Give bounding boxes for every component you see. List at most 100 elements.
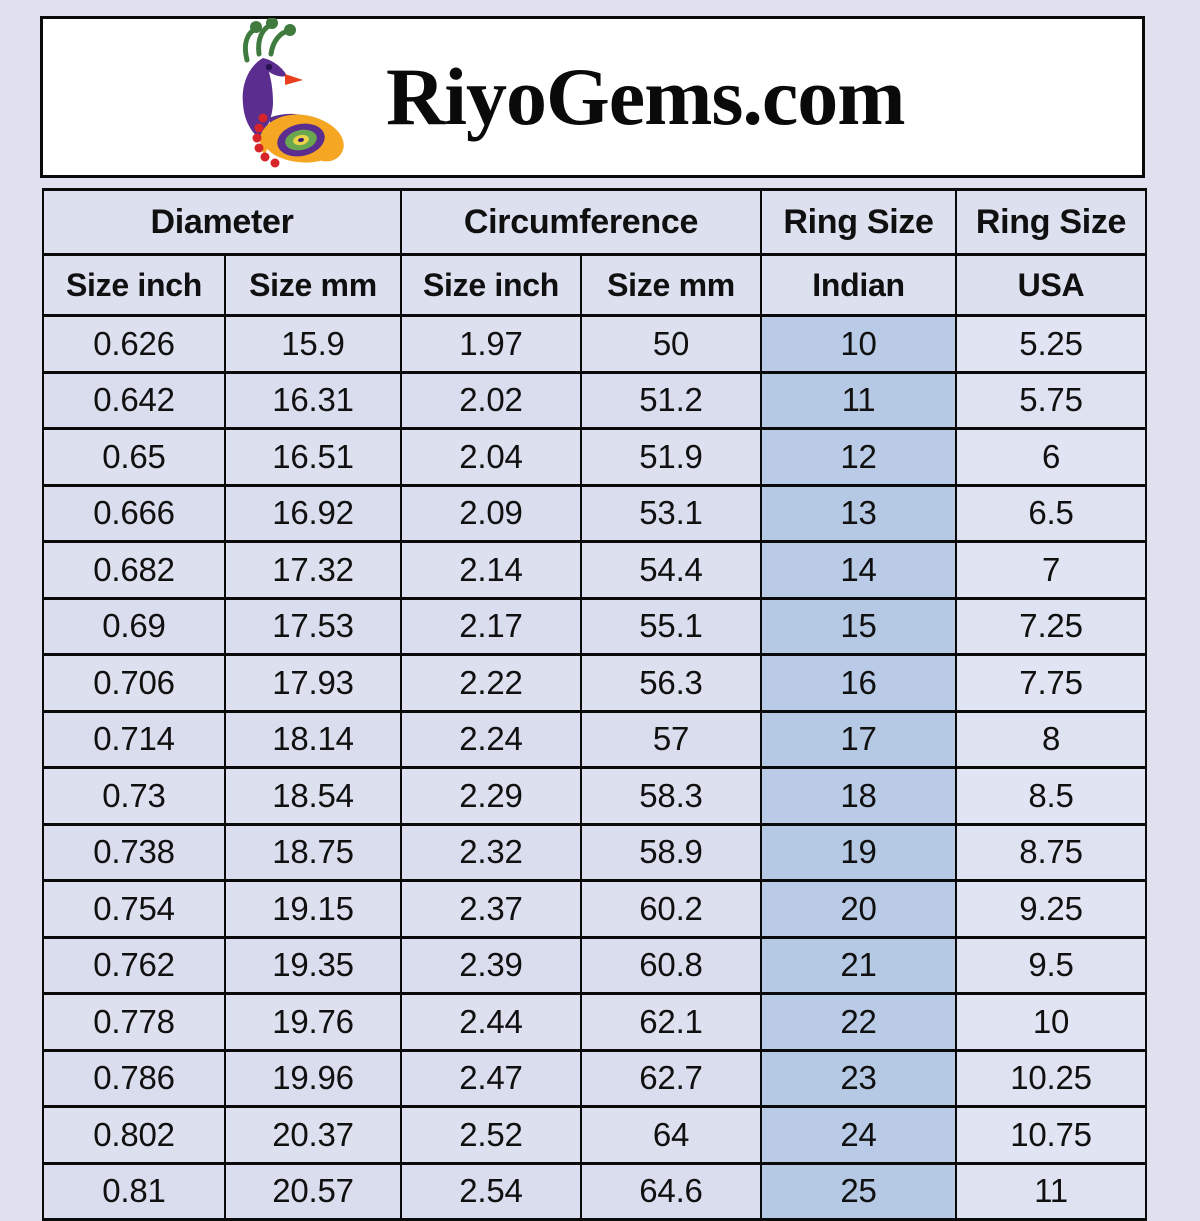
cell-size-mm-1: 19.15 <box>224 879 402 939</box>
cell-size-inch-2: 2.04 <box>400 427 582 487</box>
ring-size-table-wrapper: Diameter Circumference Ring Size Ring Size … <box>42 188 1148 1221</box>
cell-size-mm-1: 20.37 <box>224 1105 402 1165</box>
column-header-size-mm-3: Size mm <box>579 253 763 317</box>
cell-size-mm-3: 62.7 <box>579 1048 763 1108</box>
cell-size-inch-0: 0.666 <box>42 483 226 543</box>
cell-size-inch-0: 0.714 <box>42 709 226 769</box>
cell-indian-4: 14 <box>760 540 958 600</box>
cell-size-mm-3: 57 <box>579 709 763 769</box>
cell-size-inch-2: 2.17 <box>400 596 582 656</box>
cell-usa-5: 8.75 <box>955 822 1148 882</box>
cell-usa-5: 9.25 <box>955 879 1148 939</box>
cell-size-mm-1: 19.96 <box>224 1048 402 1108</box>
cell-size-inch-0: 0.73 <box>42 766 226 826</box>
column-header-size-inch-0: Size inch <box>42 253 226 317</box>
cell-usa-5: 7.25 <box>955 596 1148 656</box>
cell-size-inch-0: 0.682 <box>42 540 226 600</box>
group-header-ring-size-3: Ring Size <box>955 188 1148 256</box>
column-header-size-inch-2: Size inch <box>400 253 582 317</box>
table-row: 0.738 18.75 2.32 58.9 19 8.75 <box>42 822 1148 882</box>
cell-size-mm-3: 62.1 <box>579 992 763 1052</box>
brand-banner: RiyoGems.com <box>40 16 1145 178</box>
cell-size-mm-1: 18.54 <box>224 766 402 826</box>
cell-size-inch-0: 0.81 <box>42 1161 226 1221</box>
cell-usa-5: 7 <box>955 540 1148 600</box>
table-row: 0.73 18.54 2.29 58.3 18 8.5 <box>42 766 1148 826</box>
group-header-diameter-0: Diameter <box>42 188 402 256</box>
cell-size-mm-1: 17.53 <box>224 596 402 656</box>
group-header-circumference-1: Circumference <box>399 188 763 256</box>
column-header-indian-4: Indian <box>760 253 958 317</box>
cell-indian-4: 13 <box>760 483 958 543</box>
cell-size-mm-3: 56.3 <box>579 653 763 713</box>
cell-size-mm-1: 19.35 <box>224 935 402 995</box>
table-row: 0.642 16.31 2.02 51.2 11 5.75 <box>42 370 1148 430</box>
cell-size-mm-3: 51.2 <box>579 370 763 430</box>
cell-size-mm-3: 53.1 <box>579 483 763 543</box>
table-row: 0.65 16.51 2.04 51.9 12 6 <box>42 427 1148 487</box>
cell-size-mm-3: 50 <box>579 314 763 374</box>
column-header-usa-5: USA <box>955 253 1148 317</box>
cell-size-mm-3: 60.8 <box>579 935 763 995</box>
table-body: 0.626 15.9 1.97 50 10 5.25 0.642 16.31 2.02 51.2 1… <box>42 314 1148 1221</box>
column-header-row: Size inch Size mm Size inch Size mm Indian US… <box>42 253 1148 317</box>
cell-size-inch-0: 0.762 <box>42 935 226 995</box>
cell-size-mm-1: 16.31 <box>224 370 402 430</box>
table-row: 0.666 16.92 2.09 53.1 13 6.5 <box>42 483 1148 543</box>
table-row: 0.754 19.15 2.37 60.2 20 9.25 <box>42 879 1148 939</box>
cell-size-mm-1: 15.9 <box>224 314 402 374</box>
table-row: 0.682 17.32 2.14 54.4 14 7 <box>42 540 1148 600</box>
cell-size-mm-3: 64 <box>579 1105 763 1165</box>
cell-size-mm-1: 17.32 <box>224 540 402 600</box>
cell-size-mm-3: 55.1 <box>579 596 763 656</box>
cell-size-inch-2: 2.24 <box>400 709 582 769</box>
cell-size-mm-3: 58.3 <box>579 766 763 826</box>
cell-indian-4: 15 <box>760 596 958 656</box>
cell-indian-4: 12 <box>760 427 958 487</box>
table-row: 0.762 19.35 2.39 60.8 21 9.5 <box>42 935 1148 995</box>
cell-usa-5: 9.5 <box>955 935 1148 995</box>
table-row: 0.778 19.76 2.44 62.1 22 10 <box>42 992 1148 1052</box>
cell-size-mm-1: 18.75 <box>224 822 402 882</box>
cell-usa-5: 5.75 <box>955 370 1148 430</box>
cell-size-inch-2: 2.22 <box>400 653 582 713</box>
cell-indian-4: 11 <box>760 370 958 430</box>
cell-usa-5: 6 <box>955 427 1148 487</box>
cell-indian-4: 25 <box>760 1161 958 1221</box>
cell-size-mm-3: 60.2 <box>579 879 763 939</box>
cell-usa-5: 10.25 <box>955 1048 1148 1108</box>
cell-size-inch-0: 0.65 <box>42 427 226 487</box>
ring-size-table: Diameter Circumference Ring Size Ring Size … <box>42 188 1148 1221</box>
cell-size-inch-0: 0.778 <box>42 992 226 1052</box>
cell-usa-5: 7.75 <box>955 653 1148 713</box>
cell-size-inch-2: 2.37 <box>400 879 582 939</box>
cell-indian-4: 24 <box>760 1105 958 1165</box>
cell-size-inch-2: 2.39 <box>400 935 582 995</box>
table-row: 0.81 20.57 2.54 64.6 25 11 <box>42 1161 1148 1221</box>
cell-size-inch-0: 0.738 <box>42 822 226 882</box>
cell-indian-4: 17 <box>760 709 958 769</box>
cell-size-inch-2: 2.47 <box>400 1048 582 1108</box>
cell-size-mm-1: 20.57 <box>224 1161 402 1221</box>
cell-size-mm-1: 16.51 <box>224 427 402 487</box>
group-header-row: Diameter Circumference Ring Size Ring Size <box>42 188 1148 256</box>
cell-size-inch-2: 1.97 <box>400 314 582 374</box>
cell-size-inch-2: 2.29 <box>400 766 582 826</box>
table-row: 0.714 18.14 2.24 57 17 8 <box>42 709 1148 769</box>
cell-indian-4: 18 <box>760 766 958 826</box>
table-head: Diameter Circumference Ring Size Ring Size … <box>42 188 1148 317</box>
table-row: 0.802 20.37 2.52 64 24 10.75 <box>42 1105 1148 1165</box>
table-row: 0.626 15.9 1.97 50 10 5.25 <box>42 314 1148 374</box>
cell-usa-5: 10 <box>955 992 1148 1052</box>
cell-size-mm-3: 54.4 <box>579 540 763 600</box>
cell-indian-4: 10 <box>760 314 958 374</box>
cell-size-inch-2: 2.09 <box>400 483 582 543</box>
cell-size-mm-1: 16.92 <box>224 483 402 543</box>
brand-wordmark: RiyoGems.com <box>386 51 906 142</box>
cell-indian-4: 19 <box>760 822 958 882</box>
cell-size-inch-2: 2.32 <box>400 822 582 882</box>
table-row: 0.69 17.53 2.17 55.1 15 7.25 <box>42 596 1148 656</box>
cell-indian-4: 22 <box>760 992 958 1052</box>
cell-size-inch-2: 2.02 <box>400 370 582 430</box>
